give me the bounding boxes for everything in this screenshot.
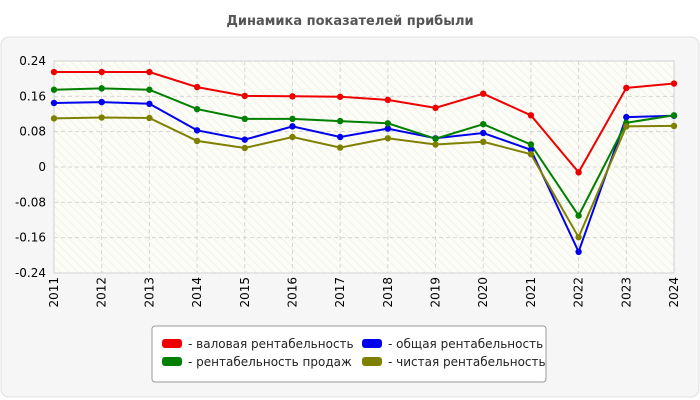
legend-label: - рентабельность продаж — [188, 355, 352, 369]
data-point — [98, 114, 105, 121]
data-point — [575, 248, 582, 255]
x-tick-label: 2020 — [476, 277, 490, 308]
data-point — [193, 105, 201, 113]
x-tick-label: 2024 — [667, 277, 681, 308]
x-tick-label: 2016 — [285, 277, 299, 308]
series-line — [54, 71, 675, 175]
data-point — [336, 133, 344, 141]
data-point — [289, 115, 296, 123]
y-tick-label: 0.24 — [19, 54, 46, 68]
data-point — [384, 120, 392, 127]
data-point — [527, 112, 535, 119]
data-point — [336, 93, 344, 100]
data-point — [146, 68, 153, 76]
data-point — [432, 135, 439, 142]
data-point — [289, 123, 296, 130]
data-point — [384, 96, 392, 104]
x-tick-label: 2018 — [381, 277, 395, 308]
data-point — [432, 104, 439, 112]
legend-label: - чистая рентабельность — [388, 355, 546, 369]
data-point — [289, 133, 296, 141]
data-point — [146, 100, 153, 108]
data-point — [98, 85, 105, 92]
data-point — [670, 80, 678, 87]
data-point — [480, 129, 487, 137]
data-point — [527, 150, 535, 158]
data-point — [193, 127, 201, 134]
data-point — [670, 122, 678, 130]
data-point — [384, 135, 392, 142]
x-tick-label: 2012 — [95, 277, 109, 308]
legend-swatch — [362, 339, 382, 348]
data-point — [98, 98, 105, 106]
data-point — [98, 68, 105, 76]
data-point — [193, 83, 201, 91]
data-point — [432, 141, 439, 148]
data-point — [289, 93, 296, 100]
series-line — [53, 87, 675, 218]
data-point — [384, 125, 392, 132]
data-point — [146, 114, 153, 122]
y-tick-label: 0.16 — [19, 89, 46, 103]
legend-swatch — [162, 357, 182, 366]
data-point — [336, 144, 344, 151]
data-point — [50, 99, 58, 107]
data-point — [623, 113, 630, 121]
data-point — [623, 84, 630, 92]
series-line — [53, 101, 675, 255]
series-line — [53, 116, 675, 240]
data-point — [527, 146, 535, 153]
data-point — [480, 90, 487, 97]
data-point — [575, 169, 582, 176]
legend-swatch — [362, 357, 382, 366]
chart-title: Динамика показателей прибыли — [226, 14, 473, 29]
x-axis: 2011 2012 2013 2014 2015 2016 2017 2018 2019 2020… — [47, 277, 681, 308]
data-point — [527, 141, 535, 148]
data-point — [241, 144, 248, 152]
y-tick-label: -0.16 — [15, 231, 46, 245]
data-point — [50, 86, 58, 93]
x-tick-label: 2022 — [572, 277, 586, 308]
data-point — [50, 68, 58, 76]
x-tick-label: 2014 — [190, 277, 204, 308]
y-axis: 0.24 0.16 0.08 0 -0.08 -0.16 -0.24 — [15, 54, 46, 280]
legend-box — [151, 325, 547, 383]
x-tick-label: 2023 — [619, 277, 633, 308]
y-tick-label: -0.08 — [15, 195, 46, 209]
data-point — [336, 117, 344, 125]
data-point — [241, 115, 248, 123]
legend-label: - общая рентабельность — [388, 337, 543, 351]
data-point — [670, 112, 678, 119]
data-point — [50, 115, 58, 122]
y-tick-label: -0.24 — [15, 266, 46, 280]
data-point — [623, 123, 630, 130]
x-tick-label: 2021 — [524, 277, 538, 308]
x-tick-label: 2011 — [47, 277, 61, 308]
data-point — [241, 136, 248, 143]
x-tick-label: 2013 — [142, 277, 156, 308]
y-tick-label: 0 — [38, 160, 46, 174]
legend-swatch — [162, 339, 182, 348]
y-tick-label: 0.08 — [19, 125, 46, 139]
data-point — [480, 120, 487, 128]
x-tick-label: 2017 — [333, 277, 347, 308]
legend: - валовая рентабельность - общая рентабел… — [151, 325, 547, 383]
series-group — [50, 68, 678, 255]
x-tick-label: 2019 — [429, 277, 443, 308]
x-tick-label: 2015 — [238, 277, 252, 308]
data-point — [193, 137, 201, 145]
data-point — [575, 234, 582, 241]
data-point — [146, 86, 153, 93]
data-point — [241, 92, 248, 100]
data-point — [575, 212, 582, 219]
data-point — [480, 138, 487, 146]
legend-label: - валовая рентабельность — [188, 337, 354, 351]
